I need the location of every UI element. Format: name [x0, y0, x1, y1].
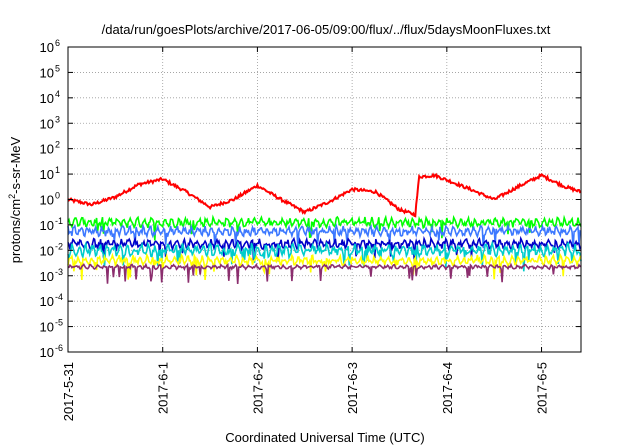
- y-tick-base: 10: [40, 142, 54, 157]
- y-tick-base: 10: [40, 193, 54, 208]
- y-axis-label-superscript: 2: [7, 194, 17, 199]
- series-line-1: [67, 172, 582, 218]
- x-axis-label: Coordinated Universal Time (UTC): [225, 430, 424, 445]
- x-tick-label: 2017-5-31: [61, 362, 76, 421]
- y-tick-label: 10: [40, 269, 54, 284]
- y-tick-label: 10: [40, 218, 54, 233]
- y-tick-label: 10: [40, 167, 54, 182]
- series-group: [67, 172, 582, 284]
- y-tick-exponent: 2: [55, 140, 60, 150]
- y-axis-label-main: protons/cm: [8, 199, 23, 263]
- y-tick-exponent: -5: [55, 318, 63, 328]
- y-tick-exponent: 1: [55, 165, 60, 175]
- y-tick-exponent: -2: [55, 241, 63, 251]
- y-tick-label: 10: [40, 142, 54, 157]
- y-tick-label: 10: [40, 294, 54, 309]
- y-tick-label: 10: [40, 320, 54, 335]
- y-tick-exponent: 3: [55, 114, 60, 124]
- series-line-2: [67, 214, 582, 241]
- y-tick-exponent: -3: [55, 267, 63, 277]
- y-tick-base: 10: [40, 345, 54, 360]
- y-tick-exponent: 4: [55, 89, 60, 99]
- y-tick-label: 10: [40, 116, 54, 131]
- y-tick-base: 10: [40, 269, 54, 284]
- x-tick-label: 2017-6-3: [345, 362, 360, 414]
- y-tick-exponent: -6: [55, 343, 63, 353]
- y-tick-base: 10: [40, 91, 54, 106]
- y-tick-label: 10: [40, 40, 54, 55]
- y-tick-label: 10: [40, 243, 54, 258]
- y-tick-base: 10: [40, 40, 54, 55]
- y-tick-label: 10: [40, 193, 54, 208]
- grid: [68, 47, 581, 352]
- y-tick-label: 10: [40, 345, 54, 360]
- y-axis-label-rest: -s-sr-MeV: [8, 136, 23, 193]
- series-line-5: [67, 240, 582, 272]
- y-tick-base: 10: [40, 320, 54, 335]
- y-tick-base: 10: [40, 65, 54, 80]
- y-tick-exponent: 0: [55, 191, 60, 201]
- series-line-7: [67, 262, 582, 284]
- y-tick-exponent: -1: [55, 216, 63, 226]
- y-tick-base: 10: [40, 218, 54, 233]
- x-tick-label: 2017-6-5: [535, 362, 550, 414]
- y-tick-exponent: -4: [55, 292, 63, 302]
- series-line-3: [67, 222, 582, 250]
- chart-title: /data/run/goesPlots/archive/2017-06-05/0…: [102, 22, 551, 37]
- series-line-4: [67, 235, 582, 262]
- y-axis-label: protons/cm2-s-sr-MeV: [7, 136, 23, 263]
- x-tick-label: 2017-6-4: [440, 362, 455, 414]
- y-tick-exponent: 6: [55, 38, 60, 48]
- y-tick-base: 10: [40, 243, 54, 258]
- series-line-6: [67, 252, 582, 281]
- y-tick-base: 10: [40, 116, 54, 131]
- x-tick-label: 2017-6-2: [250, 362, 265, 414]
- y-tick-label: 10: [40, 91, 54, 106]
- x-axis-ticks: 2017-5-31 2017-6-1 2017-6-2 2017-6-3 2017-6-…: [61, 47, 550, 421]
- y-tick-exponent: 5: [55, 63, 60, 73]
- y-tick-base: 10: [40, 294, 54, 309]
- y-tick-base: 10: [40, 167, 54, 182]
- x-tick-label: 2017-6-1: [156, 362, 171, 414]
- plot-frame: [67, 46, 582, 353]
- y-tick-label: 10: [40, 65, 54, 80]
